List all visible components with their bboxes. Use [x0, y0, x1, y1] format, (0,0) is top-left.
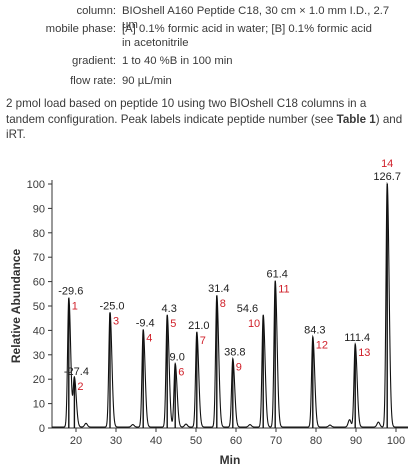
y-tick-label: 90 — [33, 203, 45, 215]
peak-irt-label: 126.7 — [373, 171, 401, 183]
y-tick-label: 10 — [33, 399, 45, 411]
peak-irt-label: -9.4 — [136, 317, 155, 329]
peak-irt-label: -29.6 — [58, 286, 83, 298]
peak-irt-label: 9.0 — [170, 352, 185, 364]
peak-irt-label: 84.3 — [304, 325, 325, 337]
x-axis-title: Min — [220, 453, 241, 467]
chromatogram-trace — [52, 181, 408, 428]
y-tick-label: 80 — [33, 228, 45, 240]
peak-irt-label: -25.0 — [99, 300, 124, 312]
y-tick-label: 60 — [33, 277, 45, 289]
peak-irt-label: 31.4 — [208, 283, 229, 295]
y-tick-label: 40 — [33, 325, 45, 337]
peak-number-label: 6 — [178, 367, 184, 379]
peak-irt-label: 111.4 — [344, 332, 370, 344]
condition-label: mobile phase: — [45, 23, 116, 35]
peak-irt-label: 61.4 — [266, 269, 287, 281]
peak-irt-label: 4.3 — [162, 303, 177, 315]
peak-irt-label: 38.8 — [224, 347, 245, 359]
peak-number-label: 3 — [113, 315, 119, 327]
peak-irt-label: -27.4 — [64, 366, 89, 378]
peak-irt-label: 54.6 — [237, 303, 258, 315]
x-tick-label: 70 — [270, 435, 282, 447]
peak-number-label: 9 — [236, 362, 242, 374]
x-tick-label: 30 — [110, 435, 122, 447]
peak-number-label: 8 — [220, 298, 226, 310]
y-tick-label: 70 — [33, 252, 45, 264]
condition-column: column: BIOshell A160 Peptide C18, 30 cm… — [6, 4, 406, 31]
table-reference-link[interactable]: Table 1 — [336, 112, 376, 126]
x-tick-label: 60 — [230, 435, 242, 447]
peak-irt-label: 21.0 — [188, 320, 209, 332]
x-tick-label: 40 — [150, 435, 162, 447]
peak-number-label: 5 — [170, 318, 176, 330]
condition-value: BIOshell A160 Peptide C18, 30 cm × 1.0 m… — [122, 5, 390, 31]
peak-number-label: 4 — [146, 332, 152, 344]
x-tick-label: 80 — [310, 435, 322, 447]
condition-value: 90 µL/min — [122, 75, 172, 87]
y-tick-label: 20 — [33, 374, 45, 386]
peak-number-label: 12 — [316, 340, 328, 352]
peak-number-label: 10 — [248, 318, 260, 330]
peak-number-label: 1 — [72, 301, 78, 313]
y-tick-label: 50 — [33, 301, 45, 313]
y-tick-label: 0 — [39, 423, 45, 435]
x-tick-label: 100 — [387, 435, 405, 447]
condition-value: [A] 0.1% formic acid in water; [B] 0.1% … — [122, 23, 372, 35]
y-axis-title: Relative Abundance — [9, 249, 23, 364]
condition-value-continued: in acetonitrile — [122, 37, 189, 49]
condition-mobile-phase: mobile phase: [A] 0.1% formic acid in wa… — [6, 22, 406, 50]
condition-flow-rate: flow rate: 90 µL/min — [6, 74, 406, 88]
description-text: 2 pmol load based on peptide 10 using tw… — [6, 97, 367, 126]
peak-number-label: 2 — [77, 381, 83, 393]
condition-label: flow rate: — [70, 75, 116, 87]
y-tick-label: 100 — [27, 179, 45, 191]
y-tick-label: 30 — [33, 350, 45, 362]
peak-number-label: 13 — [358, 347, 370, 359]
x-tick-label: 90 — [350, 435, 362, 447]
condition-gradient: gradient: 1 to 40 %B in 100 min — [6, 54, 406, 68]
condition-value: 1 to 40 %B in 100 min — [122, 55, 233, 67]
condition-label: column: — [76, 5, 116, 17]
peak-number-label: 7 — [200, 335, 206, 347]
description-text-end: ) and iRT. — [6, 112, 403, 142]
x-tick-label: 20 — [70, 435, 82, 447]
peak-number-label: 11 — [278, 284, 289, 296]
figure-description: 2 pmol load based on peptide 10 using tw… — [6, 96, 406, 143]
x-tick-label: 50 — [190, 435, 202, 447]
peak-number-label: 14 — [381, 158, 393, 170]
condition-label: gradient: — [72, 55, 116, 67]
